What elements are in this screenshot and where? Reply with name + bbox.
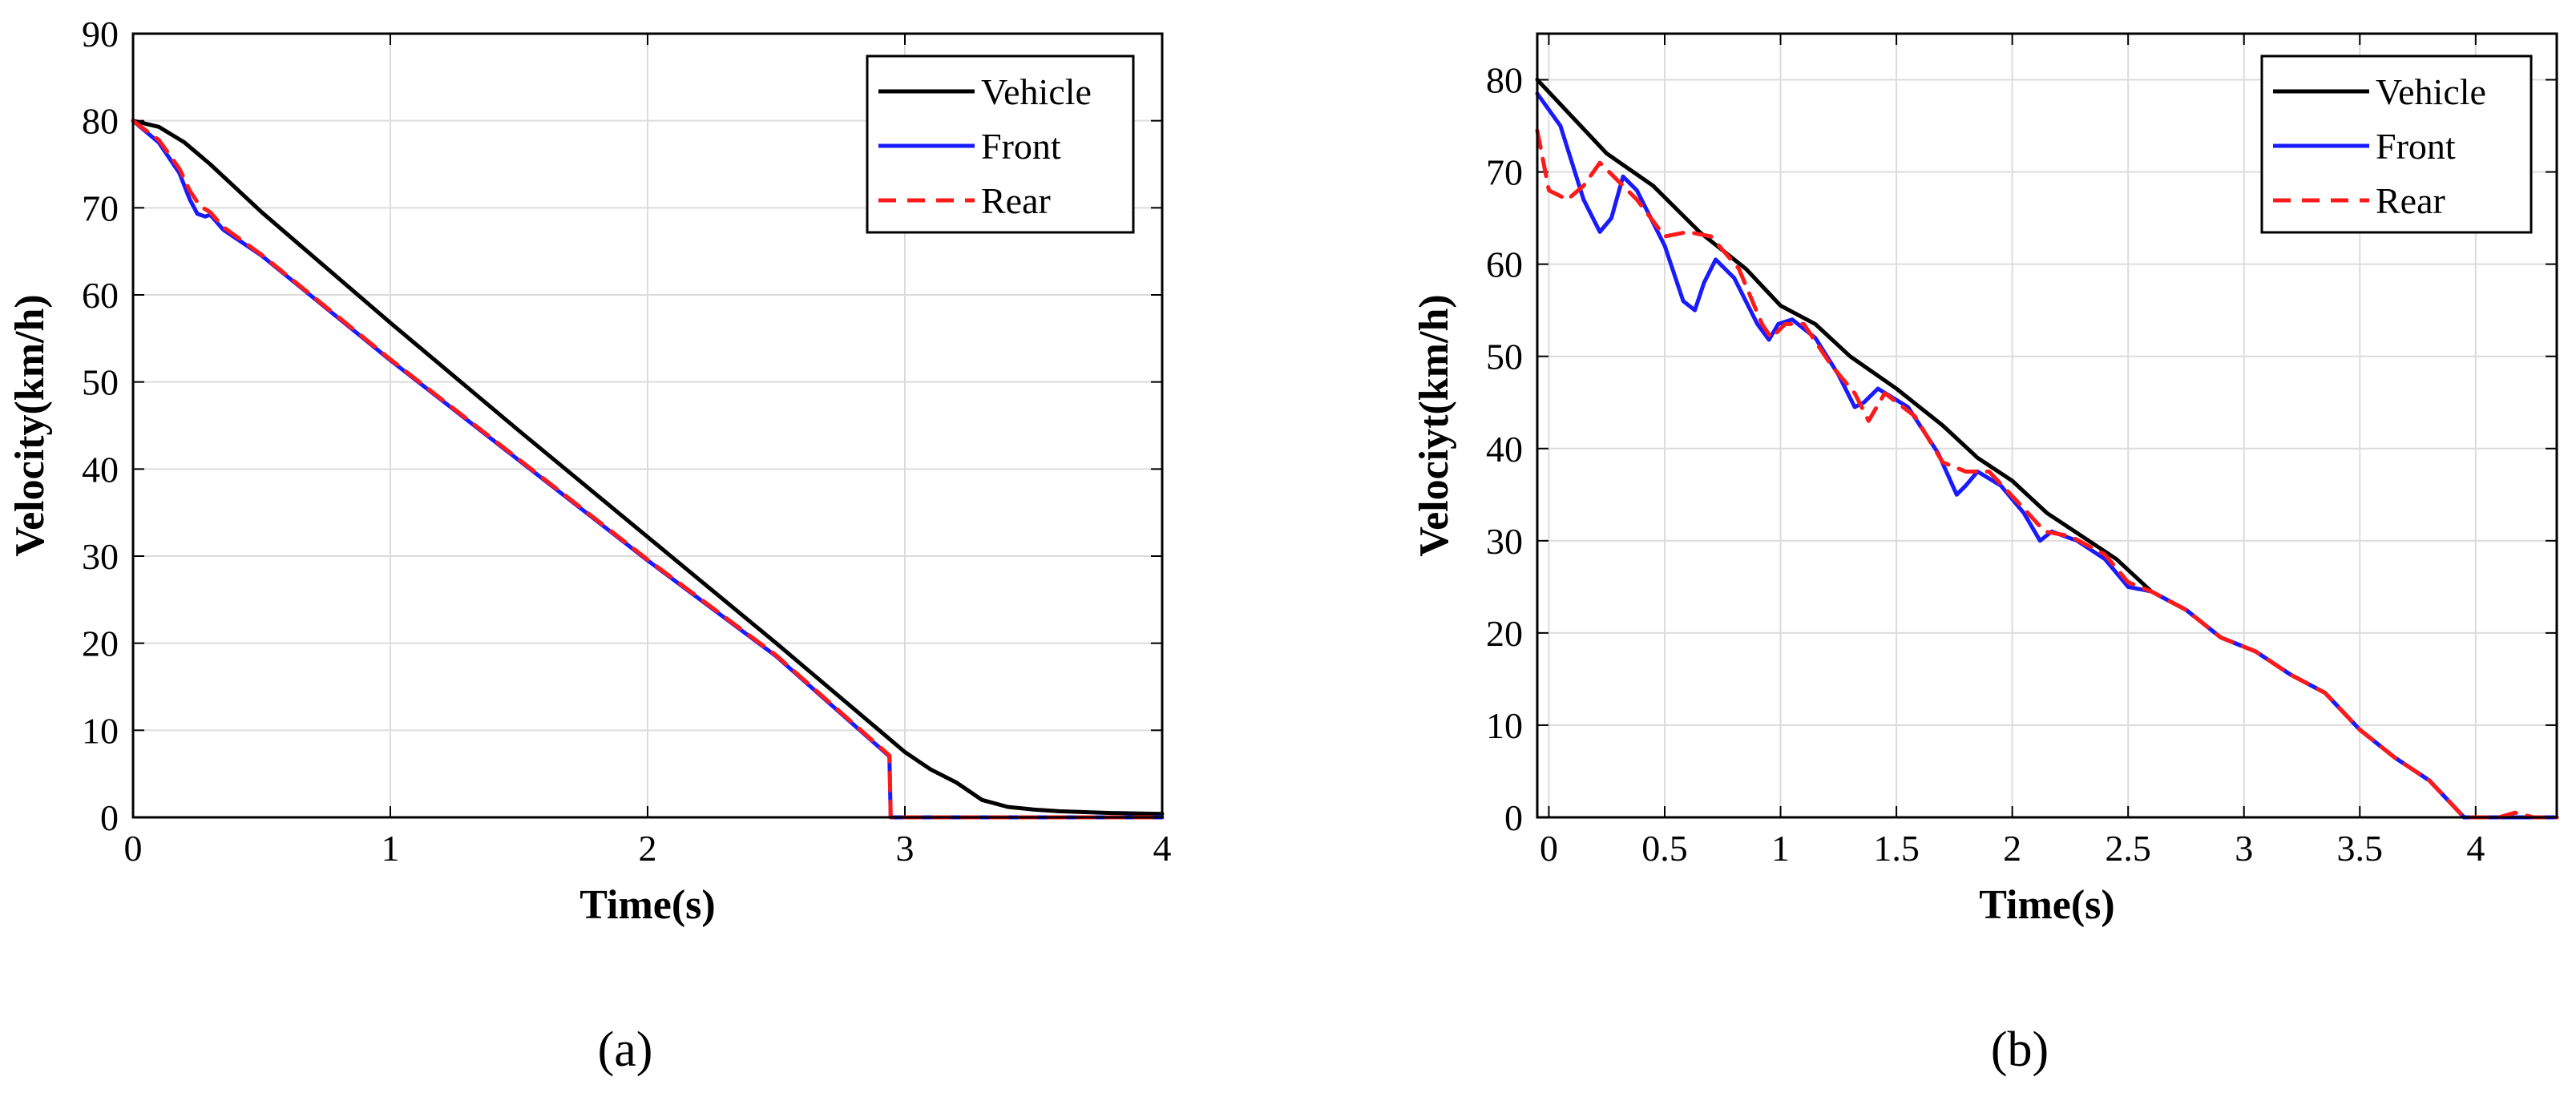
y-tick-label: 50 xyxy=(82,362,119,403)
series-line-rear xyxy=(131,119,1165,820)
legend-label-rear: Rear xyxy=(981,180,1051,221)
legend-label-vehicle: Vehicle xyxy=(981,71,1092,112)
x-tick-label: 1 xyxy=(1771,828,1790,869)
panel-caption: (b) xyxy=(1991,1022,2049,1077)
series-line-vehicle xyxy=(131,119,1165,817)
x-tick-label: 3.5 xyxy=(2337,828,2384,869)
y-tick-label: 80 xyxy=(1486,60,1523,101)
y-tick-label: 70 xyxy=(1486,152,1523,193)
x-axis-label: Time(s) xyxy=(1979,882,2114,928)
y-tick-label: 10 xyxy=(82,710,119,751)
x-tick-label: 1 xyxy=(382,828,400,869)
x-tick-label: 2.5 xyxy=(2105,828,2151,869)
y-tick-label: 50 xyxy=(1486,337,1523,377)
x-axis-label: Time(s) xyxy=(579,882,715,928)
y-tick-label: 80 xyxy=(82,101,119,142)
legend-label-front: Front xyxy=(2376,126,2456,167)
x-tick-label: 3 xyxy=(896,828,915,869)
legend-label-front: Front xyxy=(981,126,1061,167)
x-tick-label: 1.5 xyxy=(1873,828,1920,869)
y-tick-label: 40 xyxy=(1486,429,1523,470)
y-tick-label: 40 xyxy=(82,449,119,490)
x-tick-label: 2 xyxy=(2003,828,2021,869)
x-tick-label: 0.5 xyxy=(1641,828,1688,869)
y-tick-label: 20 xyxy=(82,623,119,664)
y-tick-label: 70 xyxy=(82,188,119,228)
y-tick-label: 60 xyxy=(1486,244,1523,285)
y-tick-label: 0 xyxy=(100,797,119,838)
y-tick-label: 10 xyxy=(1486,705,1523,746)
y-tick-label: 0 xyxy=(1504,797,1523,838)
y-tick-label: 60 xyxy=(82,275,119,316)
y-tick-label: 90 xyxy=(82,14,119,54)
series-line-rear xyxy=(1535,128,2559,820)
y-tick-label: 20 xyxy=(1486,613,1523,654)
legend-label-vehicle: Vehicle xyxy=(2376,71,2486,112)
plot-frame xyxy=(1536,32,2558,819)
x-tick-label: 2 xyxy=(639,828,657,869)
y-axis-label: Velociyt(km/h) xyxy=(1411,294,1457,556)
x-tick-label: 0 xyxy=(124,828,143,869)
y-tick-label: 30 xyxy=(1486,521,1523,562)
x-tick-label: 0 xyxy=(1540,828,1558,869)
chart-panel-0: 0 1 2 3 40102030405060708090VehicleFrontRear… xyxy=(7,14,1172,1077)
x-tick-label: 4 xyxy=(2466,828,2485,869)
legend-label-rear: Rear xyxy=(2376,180,2445,221)
y-tick-label: 30 xyxy=(82,536,119,577)
y-axis-label: Velocity(km/h) xyxy=(7,294,53,556)
panel-caption: (a) xyxy=(598,1022,653,1077)
plot-frame xyxy=(131,32,1164,819)
x-tick-label: 4 xyxy=(1153,828,1172,869)
x-tick-label: 3 xyxy=(2235,828,2253,869)
